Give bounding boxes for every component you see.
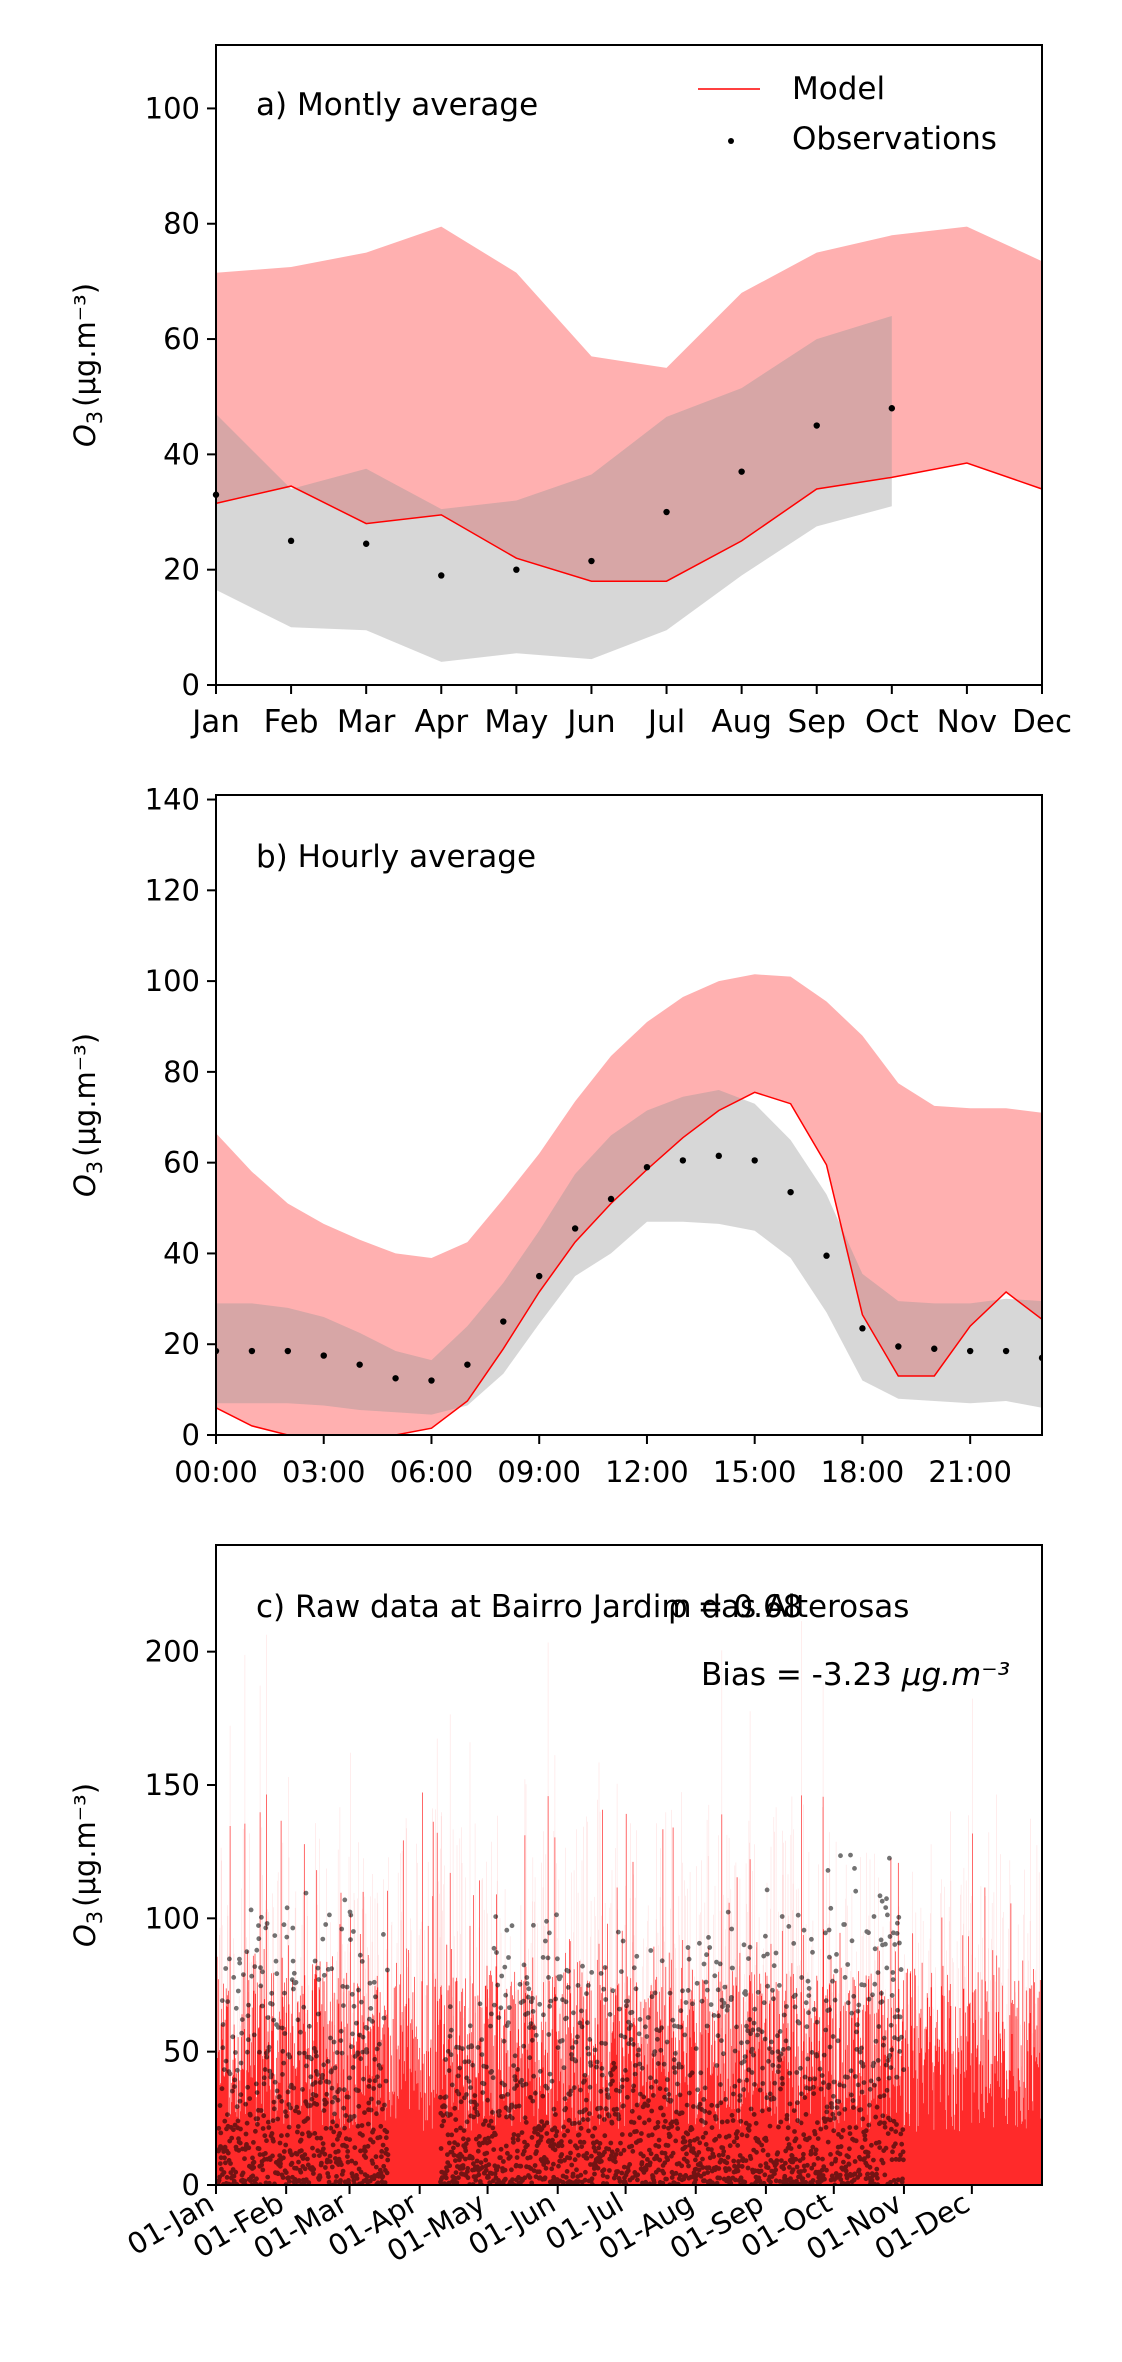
observation-point	[287, 537, 295, 545]
observation-point	[966, 1347, 974, 1355]
panel-a-ytick-label: 100	[145, 91, 200, 125]
legend-observations-label: Observations	[792, 121, 997, 157]
panel-a-xtick-label: Nov	[937, 704, 998, 740]
panel-b-xtick-label: 00:00	[174, 1455, 258, 1489]
observation-point	[895, 1343, 902, 1350]
panel-a-ytick-label: 40	[163, 437, 200, 471]
panel-a-ytick-label: 20	[163, 553, 200, 587]
observation-point	[643, 1163, 651, 1171]
panel-c-bias: Bias = -3.23 μg.m⁻³	[701, 1657, 1010, 1693]
panel-a-label: a) Montly average	[256, 87, 538, 123]
panel-a-ytick-label: 80	[163, 207, 200, 241]
panel-b-xtick-label: 03:00	[282, 1455, 366, 1489]
panel-b-xtick-label: 12:00	[605, 1455, 689, 1489]
panel-b-xtick-label: 06:00	[390, 1455, 474, 1489]
panel-c-ytick-label: 200	[145, 1635, 200, 1669]
legend-model-label: Model	[792, 71, 885, 107]
panel-b-label: b) Hourly average	[256, 839, 536, 875]
model-line	[216, 1091, 1042, 1435]
panel-a-xtick-label: Feb	[264, 704, 319, 740]
panel-a-xtick-label: May	[484, 704, 548, 740]
panel-c-ytick-label: 0	[182, 2168, 200, 2202]
observation-point	[571, 1225, 579, 1232]
panel-c-ytick-label: 100	[145, 1901, 200, 1935]
panel-b-hourly-average: 0 20 40 60 80 100 120 140 00:00 03:00 06:00 09:00 12…	[68, 783, 1043, 1489]
observation-point	[813, 422, 820, 429]
model-upper-range-faint	[216, 1621, 1040, 2132]
panel-a-xtick-label: Jan	[190, 704, 240, 740]
observation-point	[320, 1352, 327, 1359]
observation-point	[500, 1318, 507, 1325]
panel-b-xtick-label: 18:00	[821, 1455, 905, 1489]
observation-point	[356, 1361, 363, 1368]
observation-point	[464, 1361, 471, 1368]
panel-c-raw-data: 05010015020001-Jan01-Feb01-Mar01-Apr01-M…	[68, 1544, 1043, 2269]
observation-raw-points	[216, 1852, 907, 2185]
panel-b-ylabel: O3(μg.m⁻³)	[68, 1033, 107, 1197]
panel-b-ytick-label: 60	[163, 1146, 200, 1180]
observation-point	[751, 1157, 758, 1164]
observation-point	[588, 557, 595, 565]
panel-b-ytick-label: 140	[145, 783, 200, 817]
model-range-band	[216, 226, 1042, 582]
panel-c-plot-area	[216, 1621, 1042, 2185]
panel-c-ytick-label: 150	[145, 1768, 200, 1802]
panel-b-ytick-label: 120	[145, 873, 200, 907]
panel-b-ytick-label: 100	[145, 964, 200, 998]
observation-point	[931, 1345, 938, 1352]
panel-b-ytick-label: 40	[163, 1236, 200, 1270]
panel-b-ytick-label: 20	[163, 1327, 200, 1361]
observation-point	[1002, 1347, 1010, 1355]
observation-point	[428, 1377, 435, 1384]
panel-a-xtick-label: Dec	[1012, 704, 1072, 740]
observation-point	[738, 468, 745, 475]
observation-point	[715, 1152, 722, 1160]
panel-a-xtick-label: Aug	[711, 704, 772, 740]
panel-a-xtick-label: Oct	[865, 704, 919, 740]
panel-b-axes-frame	[215, 794, 1043, 1436]
panel-c-label: c) Raw data at Bairro Jardim das Alteros…	[256, 1589, 909, 1625]
panel-a-ytick-label: 0	[182, 668, 200, 702]
observation-point	[859, 1325, 866, 1332]
panel-c-ytick-label: 50	[163, 2035, 200, 2069]
observation-point	[536, 1272, 543, 1280]
observation-point	[787, 1188, 794, 1196]
observation-point	[438, 572, 445, 579]
model-line	[215, 462, 1043, 582]
panel-b-xtick-label: 21:00	[928, 1455, 1012, 1489]
observation-point	[888, 405, 896, 412]
panel-b-plot-area	[216, 974, 1042, 1435]
panel-a-xtick-label: Jun	[565, 704, 615, 740]
legend-observations-marker	[728, 138, 734, 144]
observation-range-band	[216, 316, 892, 662]
panel-b-ytick-label: 0	[182, 1418, 200, 1452]
model-range-band	[216, 974, 1042, 1435]
observation-point	[392, 1375, 399, 1382]
legend: Model Observations	[698, 71, 997, 157]
panel-c-correlation: ρ = 0.68	[668, 1589, 802, 1625]
observation-point	[679, 1157, 687, 1164]
panel-b-xtick-label: 15:00	[713, 1455, 797, 1489]
observation-point	[248, 1347, 256, 1355]
panel-c-axes-frame	[215, 1544, 1043, 2186]
observation-point	[663, 508, 670, 516]
observation-point	[284, 1347, 292, 1355]
observation-range-band	[216, 1090, 1042, 1415]
panel-a-xtick-label: Jul	[646, 704, 685, 740]
observation-point	[513, 566, 520, 573]
observation-point	[362, 540, 370, 547]
panel-b-ytick-label: 80	[163, 1055, 200, 1089]
panel-a-axes-frame	[215, 44, 1043, 686]
panel-b-xtick-label: 09:00	[497, 1455, 581, 1489]
panel-a-xtick-label: Sep	[788, 704, 846, 740]
observation-point	[823, 1252, 830, 1259]
panel-a-xtick-label: Apr	[414, 704, 468, 740]
panel-a-ytick-label: 60	[163, 322, 200, 356]
panel-a-monthly-average: 0 20 40 60 80 100 Jan Feb Mar Apr May Jun Jul Aug Sep O…	[68, 44, 1072, 740]
panel-c-ylabel: O3(μg.m⁻³)	[68, 1783, 107, 1947]
panel-a-xtick-label: Mar	[337, 704, 396, 740]
panel-a-ylabel: O3(μg.m⁻³)	[68, 283, 107, 447]
observation-point	[607, 1195, 615, 1203]
